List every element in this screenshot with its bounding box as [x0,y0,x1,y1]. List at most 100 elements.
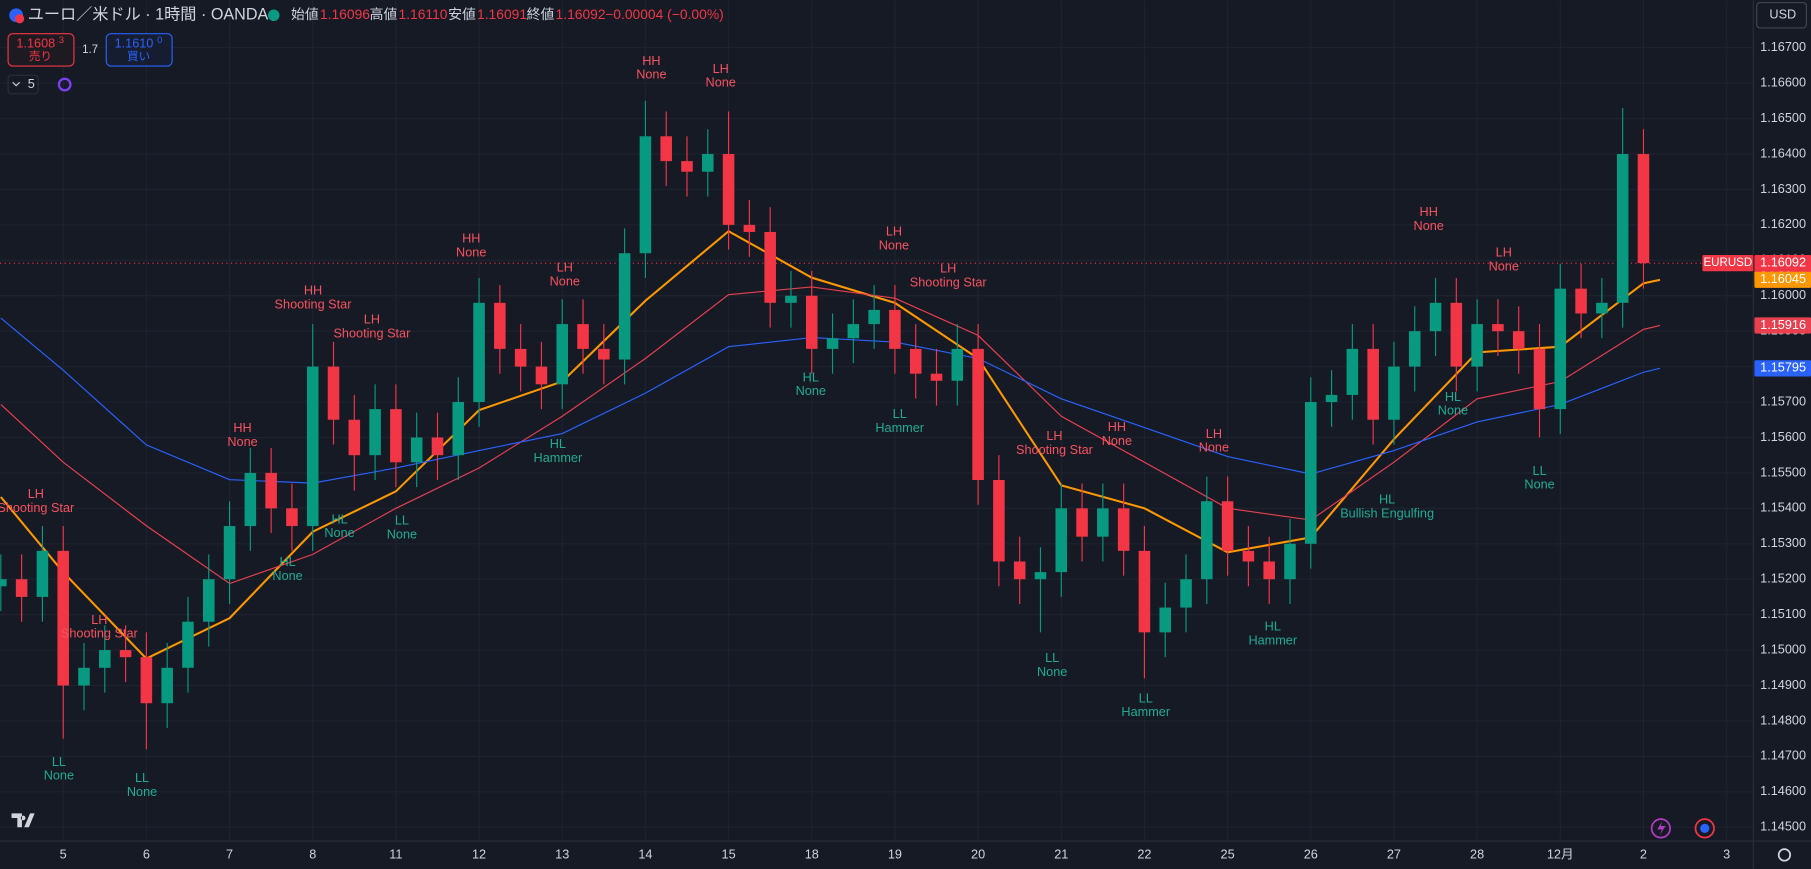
candle-body [1076,508,1088,537]
candle-body [1346,348,1359,395]
candle-body [1138,550,1151,633]
candle-body [1055,508,1068,573]
pattern-label: None [324,526,354,540]
pattern-label: None [272,569,302,583]
x-tick-label: 26 [1304,847,1318,861]
candle-body [348,419,361,456]
x-tick-label: 11 [389,847,402,861]
symbol-title[interactable]: ユーロ／米ドル · 1時間 · OANDA [28,6,269,24]
candle-body [847,324,860,339]
x-tick-label: 27 [1387,847,1401,861]
indicator-icon[interactable] [57,77,72,92]
x-tick-label: 15 [722,847,736,861]
candle-body [327,366,340,420]
candle-body [1637,154,1650,264]
pattern-label: None [796,384,826,398]
y-tick-label: 1.16300 [1760,182,1806,196]
candle-body [1596,302,1608,314]
pattern-label: None [636,68,666,82]
ohlc-label: 高値 [370,6,398,22]
candle-body [826,338,839,349]
pattern-label: None [1524,478,1554,492]
buy-label: 買い [127,50,150,63]
buy-price: 1.1610 [115,36,154,50]
x-tick-label: 12 [472,847,486,861]
y-tick-label: 1.14700 [1760,749,1806,763]
candle-body [1616,154,1629,303]
sell-pip: 3 [59,35,64,45]
candle-body [1408,331,1421,367]
pattern-label: None [456,246,486,260]
pattern-label: None [1199,441,1229,455]
pattern-label: None [706,76,736,90]
candle-body [99,650,111,668]
swing-label: HH [233,421,251,435]
swing-label: LL [52,755,66,769]
candle-body [660,136,672,162]
sell-button[interactable] [7,33,75,67]
candle-body [1159,607,1172,633]
candle-body [265,472,277,509]
candle-body [182,621,194,668]
moving-average [0,286,1661,585]
replay-icon [1700,823,1710,833]
swing-label: LH [886,225,902,239]
y-tick-label: 1.15500 [1760,465,1806,479]
pattern-label: Hammer [1248,634,1297,648]
x-tick-label: 2 [1640,847,1647,861]
y-tick-label: 1.15600 [1760,430,1806,444]
swing-label: HH [462,232,480,246]
symbol-tag [1702,255,1754,272]
candle-body [1388,366,1400,420]
candle-body [140,657,153,704]
alert-icon[interactable] [1650,818,1671,839]
pattern-label: None [1102,434,1132,448]
y-tick-label: 1.14800 [1760,713,1806,727]
candle-body [473,302,485,403]
currency-button[interactable] [1756,1,1807,29]
pattern-label: None [227,435,257,449]
ohlc-label: 終値 [527,6,555,22]
market-status[interactable] [267,9,280,22]
candle-body [494,302,506,349]
pattern-label: Shooting Star [275,298,353,312]
candle-body [722,154,735,225]
ohlc-value: 1.16110 [398,6,447,22]
ohlc-label: 始値 [291,6,319,22]
buy-button[interactable] [105,33,173,67]
replay-icon[interactable] [1694,818,1715,839]
candle-body [1221,501,1234,551]
candle-body [1097,508,1109,537]
y-tick-label: 1.15300 [1760,536,1806,550]
y-tick-label: 1.14900 [1760,678,1806,692]
ohlc-value: 1.16092 [556,6,606,22]
candle-body [0,579,7,587]
swing-label: HL [803,370,819,384]
x-tick-label: 12月 [1547,847,1574,861]
x-tick-label: 6 [143,847,150,861]
swing-label: LH [713,62,729,76]
candle-body [57,550,69,686]
candle-body [514,348,527,367]
swing-label: LL [1139,691,1153,705]
x-tick-label: 18 [805,847,819,861]
ma-tag-text: 1.16045 [1760,272,1806,286]
candle-body [1117,508,1130,551]
settings-icon[interactable] [1777,848,1792,862]
candle-body [805,295,818,349]
indicator-toggle[interactable] [7,74,39,95]
y-tick-label: 1.15100 [1760,607,1806,621]
x-tick-label: 14 [638,847,652,861]
pattern-label: None [387,527,417,541]
candle-body [1263,561,1275,580]
ma-tag [1754,271,1811,288]
candle-body [36,550,49,597]
pattern-label: Bullish Engulfing [1340,507,1434,521]
candle-body [1492,324,1504,332]
logo [11,813,35,828]
candle-body [1471,324,1483,367]
